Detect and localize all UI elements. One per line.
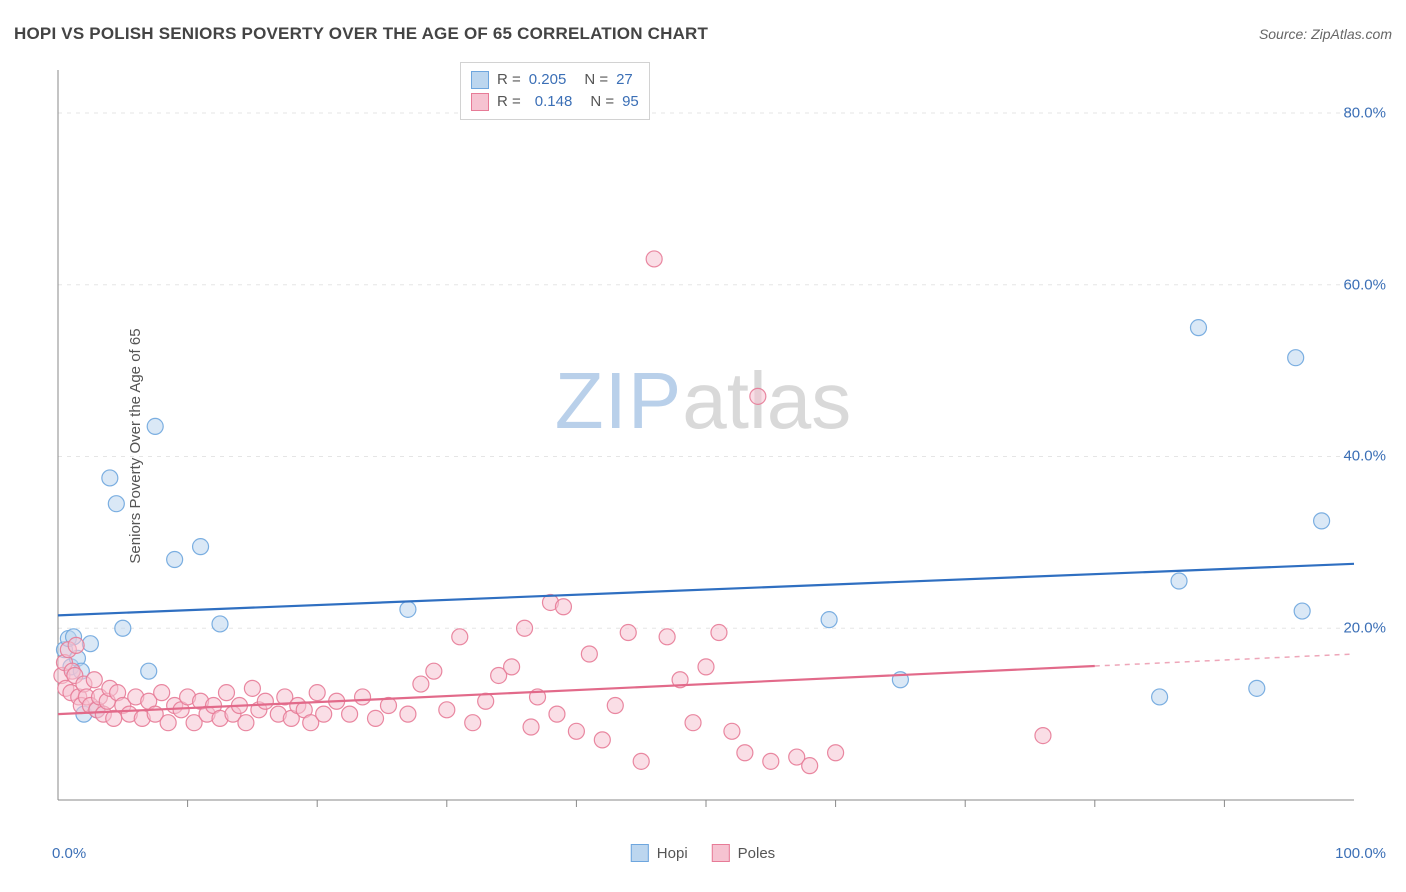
legend-item-poles: Poles xyxy=(712,844,776,862)
r-label: R = xyxy=(497,69,521,91)
y-tick-label: 80.0% xyxy=(1343,104,1386,121)
swatch-poles xyxy=(712,844,730,862)
swatch-hopi xyxy=(471,71,489,89)
swatch-hopi xyxy=(631,844,649,862)
legend-row-hopi: R = 0.205 N = 27 xyxy=(471,69,639,91)
n-label: N = xyxy=(584,69,608,91)
y-tick-label: 60.0% xyxy=(1343,276,1386,293)
y-tick-label: 40.0% xyxy=(1343,448,1386,465)
r-label: R = xyxy=(497,91,521,113)
y-tick-label: 20.0% xyxy=(1343,620,1386,637)
r-value-hopi: 0.205 xyxy=(529,69,567,91)
series-name-hopi: Hopi xyxy=(657,845,688,862)
plot-svg xyxy=(48,60,1384,820)
swatch-poles xyxy=(471,93,489,111)
legend-row-poles: R = 0.148 N = 95 xyxy=(471,91,639,113)
n-value-hopi: 27 xyxy=(616,69,633,91)
chart-title: HOPI VS POLISH SENIORS POVERTY OVER THE … xyxy=(14,24,708,44)
series-legend: Hopi Poles xyxy=(631,844,775,862)
x-max-label: 100.0% xyxy=(1335,845,1386,862)
series-name-poles: Poles xyxy=(738,845,776,862)
source-attribution: Source: ZipAtlas.com xyxy=(1259,26,1392,42)
x-min-label: 0.0% xyxy=(52,845,86,862)
legend-item-hopi: Hopi xyxy=(631,844,688,862)
correlation-legend: R = 0.205 N = 27 R = 0.148 N = 95 xyxy=(460,62,650,120)
r-value-poles: 0.148 xyxy=(535,91,573,113)
n-label: N = xyxy=(590,91,614,113)
scatter-chart xyxy=(48,60,1384,820)
n-value-poles: 95 xyxy=(622,91,639,113)
